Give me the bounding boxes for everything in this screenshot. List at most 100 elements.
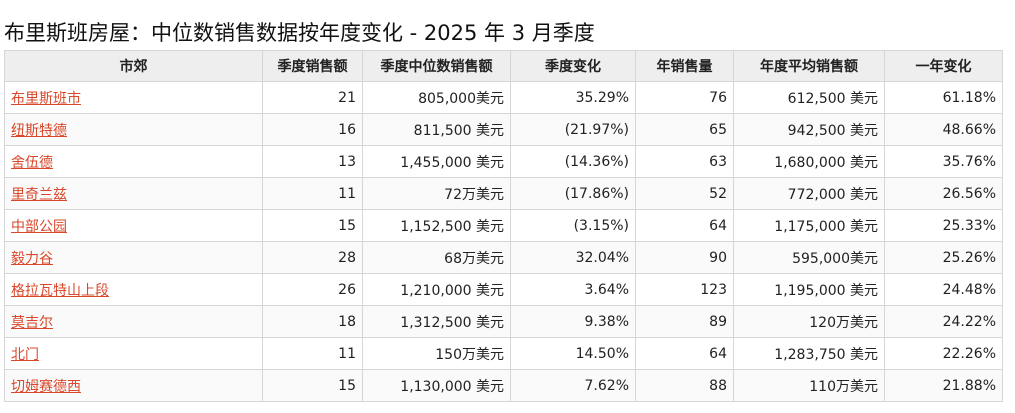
annual-median-cell: 1,680,000 美元 — [733, 145, 885, 178]
quarter-median-cell: 1,152,500 美元 — [362, 209, 511, 242]
table-row: 纽斯特德 16 811,500 美元 (21.97%) 65 942,500 美… — [4, 113, 1003, 146]
annual-median-cell: 612,500 美元 — [733, 81, 885, 114]
header-suburb: 市郊 — [4, 50, 263, 82]
annual-volume-cell: 123 — [635, 273, 734, 306]
annual-median-cell: 120万美元 — [733, 305, 885, 338]
quarter-sales-cell: 16 — [262, 113, 363, 146]
suburb-link[interactable]: 布里斯班市 — [11, 90, 81, 107]
annual-volume-cell: 63 — [635, 145, 734, 178]
annual-change-cell: 24.22% — [884, 305, 1003, 338]
header-annual-median: 年度平均销售额 — [733, 50, 885, 82]
annual-volume-cell: 52 — [635, 177, 734, 210]
quarter-change-cell: (21.97%) — [510, 113, 636, 146]
header-quarter-median: 季度中位数销售额 — [362, 50, 511, 82]
quarter-median-cell: 68万美元 — [362, 241, 511, 274]
quarter-change-cell: 3.64% — [510, 273, 636, 306]
annual-volume-cell: 64 — [635, 209, 734, 242]
annual-volume-cell: 88 — [635, 369, 734, 402]
quarter-change-cell: 35.29% — [510, 81, 636, 114]
table-row: 毅力谷 28 68万美元 32.04% 90 595,000美元 25.26% — [4, 241, 1003, 274]
quarter-sales-cell: 21 — [262, 81, 363, 114]
suburb-cell: 布里斯班市 — [4, 81, 263, 114]
header-annual-volume: 年销售量 — [635, 50, 734, 82]
quarter-median-cell: 1,130,000 美元 — [362, 369, 511, 402]
suburb-link[interactable]: 中部公园 — [11, 218, 67, 235]
quarter-sales-cell: 15 — [262, 369, 363, 402]
page-title: 布里斯班房屋：中位数销售数据按年度变化 - 2025 年 3 月季度 — [4, 21, 595, 45]
suburb-link[interactable]: 莫吉尔 — [11, 314, 53, 331]
suburb-cell: 里奇兰兹 — [4, 177, 263, 210]
annual-volume-cell: 76 — [635, 81, 734, 114]
quarter-change-cell: 14.50% — [510, 337, 636, 370]
suburb-link[interactable]: 毅力谷 — [11, 250, 53, 267]
suburb-cell: 舍伍德 — [4, 145, 263, 178]
table-row: 切姆赛德西 15 1,130,000 美元 7.62% 88 110万美元 21… — [4, 369, 1003, 402]
quarter-median-cell: 811,500 美元 — [362, 113, 511, 146]
annual-change-cell: 24.48% — [884, 273, 1003, 306]
suburb-link[interactable]: 纽斯特德 — [11, 122, 67, 139]
quarter-median-cell: 72万美元 — [362, 177, 511, 210]
table-row: 里奇兰兹 11 72万美元 (17.86%) 52 772,000 美元 26.… — [4, 177, 1003, 210]
table-body: 布里斯班市 21 805,000美元 35.29% 76 612,500 美元 … — [4, 81, 1003, 402]
annual-median-cell: 1,175,000 美元 — [733, 209, 885, 242]
table-row: 中部公园 15 1,152,500 美元 (3.15%) 64 1,175,00… — [4, 209, 1003, 242]
annual-change-cell: 22.26% — [884, 337, 1003, 370]
header-quarter-sales: 季度销售额 — [262, 50, 363, 82]
annual-change-cell: 35.76% — [884, 145, 1003, 178]
quarter-median-cell: 1,312,500 美元 — [362, 305, 511, 338]
table-row: 格拉瓦特山上段 26 1,210,000 美元 3.64% 123 1,195,… — [4, 273, 1003, 306]
header-quarter-change: 季度变化 — [510, 50, 636, 82]
table-header: 市郊 季度销售额 季度中位数销售额 季度变化 年销售量 年度平均销售额 一年变化 — [4, 50, 1003, 82]
annual-change-cell: 25.26% — [884, 241, 1003, 274]
annual-volume-cell: 90 — [635, 241, 734, 274]
annual-median-cell: 772,000 美元 — [733, 177, 885, 210]
annual-volume-cell: 64 — [635, 337, 734, 370]
suburb-cell: 中部公园 — [4, 209, 263, 242]
quarter-median-cell: 1,455,000 美元 — [362, 145, 511, 178]
quarter-median-cell: 805,000美元 — [362, 81, 511, 114]
quarter-change-cell: (3.15%) — [510, 209, 636, 242]
quarter-sales-cell: 28 — [262, 241, 363, 274]
quarter-sales-cell: 11 — [262, 177, 363, 210]
quarter-sales-cell: 15 — [262, 209, 363, 242]
suburb-link[interactable]: 里奇兰兹 — [11, 186, 67, 203]
suburb-cell: 毅力谷 — [4, 241, 263, 274]
annual-change-cell: 61.18% — [884, 81, 1003, 114]
quarter-change-cell: 7.62% — [510, 369, 636, 402]
annual-median-cell: 942,500 美元 — [733, 113, 885, 146]
annual-change-cell: 21.88% — [884, 369, 1003, 402]
quarter-sales-cell: 13 — [262, 145, 363, 178]
suburb-cell: 莫吉尔 — [4, 305, 263, 338]
suburb-link[interactable]: 格拉瓦特山上段 — [11, 282, 109, 299]
suburb-cell: 切姆赛德西 — [4, 369, 263, 402]
quarter-change-cell: 32.04% — [510, 241, 636, 274]
quarter-sales-cell: 18 — [262, 305, 363, 338]
table-row: 布里斯班市 21 805,000美元 35.29% 76 612,500 美元 … — [4, 81, 1003, 114]
quarter-change-cell: (14.36%) — [510, 145, 636, 178]
annual-median-cell: 595,000美元 — [733, 241, 885, 274]
quarter-sales-cell: 26 — [262, 273, 363, 306]
quarter-change-cell: 9.38% — [510, 305, 636, 338]
sales-table: 市郊 季度销售额 季度中位数销售额 季度变化 年销售量 年度平均销售额 一年变化… — [4, 50, 1003, 402]
quarter-sales-cell: 11 — [262, 337, 363, 370]
header-row: 市郊 季度销售额 季度中位数销售额 季度变化 年销售量 年度平均销售额 一年变化 — [4, 50, 1003, 82]
annual-median-cell: 1,195,000 美元 — [733, 273, 885, 306]
table-row: 舍伍德 13 1,455,000 美元 (14.36%) 63 1,680,00… — [4, 145, 1003, 178]
header-annual-change: 一年变化 — [884, 50, 1003, 82]
suburb-cell: 格拉瓦特山上段 — [4, 273, 263, 306]
table-row: 北门 11 150万美元 14.50% 64 1,283,750 美元 22.2… — [4, 337, 1003, 370]
suburb-link[interactable]: 切姆赛德西 — [11, 378, 81, 395]
suburb-link[interactable]: 北门 — [11, 346, 39, 363]
annual-change-cell: 26.56% — [884, 177, 1003, 210]
annual-volume-cell: 89 — [635, 305, 734, 338]
annual-median-cell: 110万美元 — [733, 369, 885, 402]
suburb-cell: 纽斯特德 — [4, 113, 263, 146]
suburb-link[interactable]: 舍伍德 — [11, 154, 53, 171]
quarter-change-cell: (17.86%) — [510, 177, 636, 210]
table-row: 莫吉尔 18 1,312,500 美元 9.38% 89 120万美元 24.2… — [4, 305, 1003, 338]
annual-median-cell: 1,283,750 美元 — [733, 337, 885, 370]
annual-change-cell: 48.66% — [884, 113, 1003, 146]
annual-change-cell: 25.33% — [884, 209, 1003, 242]
annual-volume-cell: 65 — [635, 113, 734, 146]
